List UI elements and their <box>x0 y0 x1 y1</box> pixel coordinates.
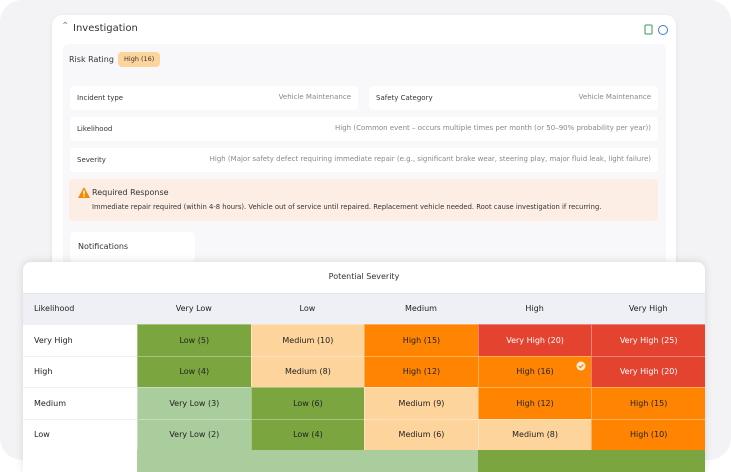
risk-cell[interactable]: Medium (8) <box>250 355 365 387</box>
risk-cell[interactable]: Very Low (2) <box>137 418 251 450</box>
row-label: Medium <box>23 387 137 419</box>
field-value: Vehicle Maintenance <box>278 93 351 101</box>
field-value: Vehicle Maintenance <box>578 93 651 101</box>
field-value: High (Major safety defect requiring imme… <box>209 155 651 163</box>
risk-cell[interactable]: Low (4) <box>250 418 365 450</box>
risk-cell[interactable]: Low (4) <box>137 355 251 387</box>
cut-cell <box>251 450 364 472</box>
field-label: Likelihood <box>77 125 113 133</box>
risk-cell[interactable]: High (12) <box>477 387 592 419</box>
row-label: High <box>23 355 137 388</box>
chevron[interactable]: ⌃ <box>61 21 70 32</box>
warning-icon <box>78 187 90 198</box>
field: Safety Category Vehicle Maintenance <box>369 86 658 110</box>
notifications: Notifications <box>70 232 195 262</box>
risk-cell[interactable]: Medium (9) <box>364 387 478 419</box>
risk-cell[interactable]: Very High (25) <box>591 324 705 356</box>
icons[interactable] <box>644 24 672 36</box>
row-label: Low <box>23 418 137 451</box>
details: Risk Rating High (16) Incident type Vehic… <box>63 44 666 284</box>
field-label: Severity <box>77 156 106 164</box>
risk-cell[interactable]: High (16) <box>477 355 592 387</box>
row-header: Likelihood <box>34 304 75 313</box>
matrix-title: Potential Severity <box>328 272 400 281</box>
column-header: Low <box>299 304 316 313</box>
risk-cell[interactable]: Very High (20) <box>591 355 705 387</box>
risk-label: Risk Rating <box>69 55 114 64</box>
field: Likelihood High (Common event – occurs mu… <box>70 117 658 141</box>
field-label: Safety Category <box>376 94 433 102</box>
column-header: Medium <box>404 304 437 313</box>
risk-cell[interactable]: High (15) <box>591 387 705 419</box>
risk-badge: High (16) <box>118 52 161 67</box>
risk-matrix: Potential Severity Likelihood Very Low Low… <box>23 262 705 472</box>
selected-check <box>576 361 586 370</box>
risk-cell[interactable]: Medium (8) <box>477 418 592 450</box>
field-value: High (Common event – occurs multiple tim… <box>335 124 651 132</box>
column-header: Very Low <box>175 304 212 313</box>
risk-cell[interactable]: Low (6) <box>250 387 365 419</box>
field: Severity High (Major safety defect requir… <box>70 148 658 172</box>
response: Required Response Immediate repair requi… <box>69 179 658 221</box>
cut-cell <box>137 450 251 472</box>
risk-cell[interactable]: High (12) <box>364 355 478 387</box>
column-header: Very High <box>628 304 668 313</box>
cut-cell <box>478 450 705 472</box>
response-text: Immediate repair required (within 4-8 ho… <box>92 203 602 211</box>
risk-cell[interactable]: Very Low (3) <box>137 387 251 419</box>
field: Incident type Vehicle Maintenance <box>70 86 358 110</box>
card-title: Investigation <box>73 23 138 34</box>
field-label: Incident type <box>77 94 124 102</box>
risk-cell[interactable]: Medium (6) <box>364 418 478 450</box>
cut-cell <box>364 450 478 472</box>
response-title: Required Response <box>92 188 169 197</box>
risk-cell[interactable]: Medium (10) <box>250 324 365 356</box>
risk-cell[interactable]: Low (5) <box>137 324 251 356</box>
risk-cell[interactable]: Very High (20) <box>477 324 592 356</box>
risk-cell[interactable]: High (10) <box>591 418 705 450</box>
row-label: Very High <box>23 324 137 356</box>
risk-cell[interactable]: High (15) <box>364 324 478 356</box>
notifications-label: Notifications <box>78 242 129 251</box>
header-row <box>23 293 705 324</box>
column-header: High <box>525 304 544 313</box>
